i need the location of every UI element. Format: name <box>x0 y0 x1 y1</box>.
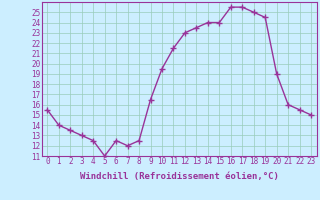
X-axis label: Windchill (Refroidissement éolien,°C): Windchill (Refroidissement éolien,°C) <box>80 172 279 181</box>
